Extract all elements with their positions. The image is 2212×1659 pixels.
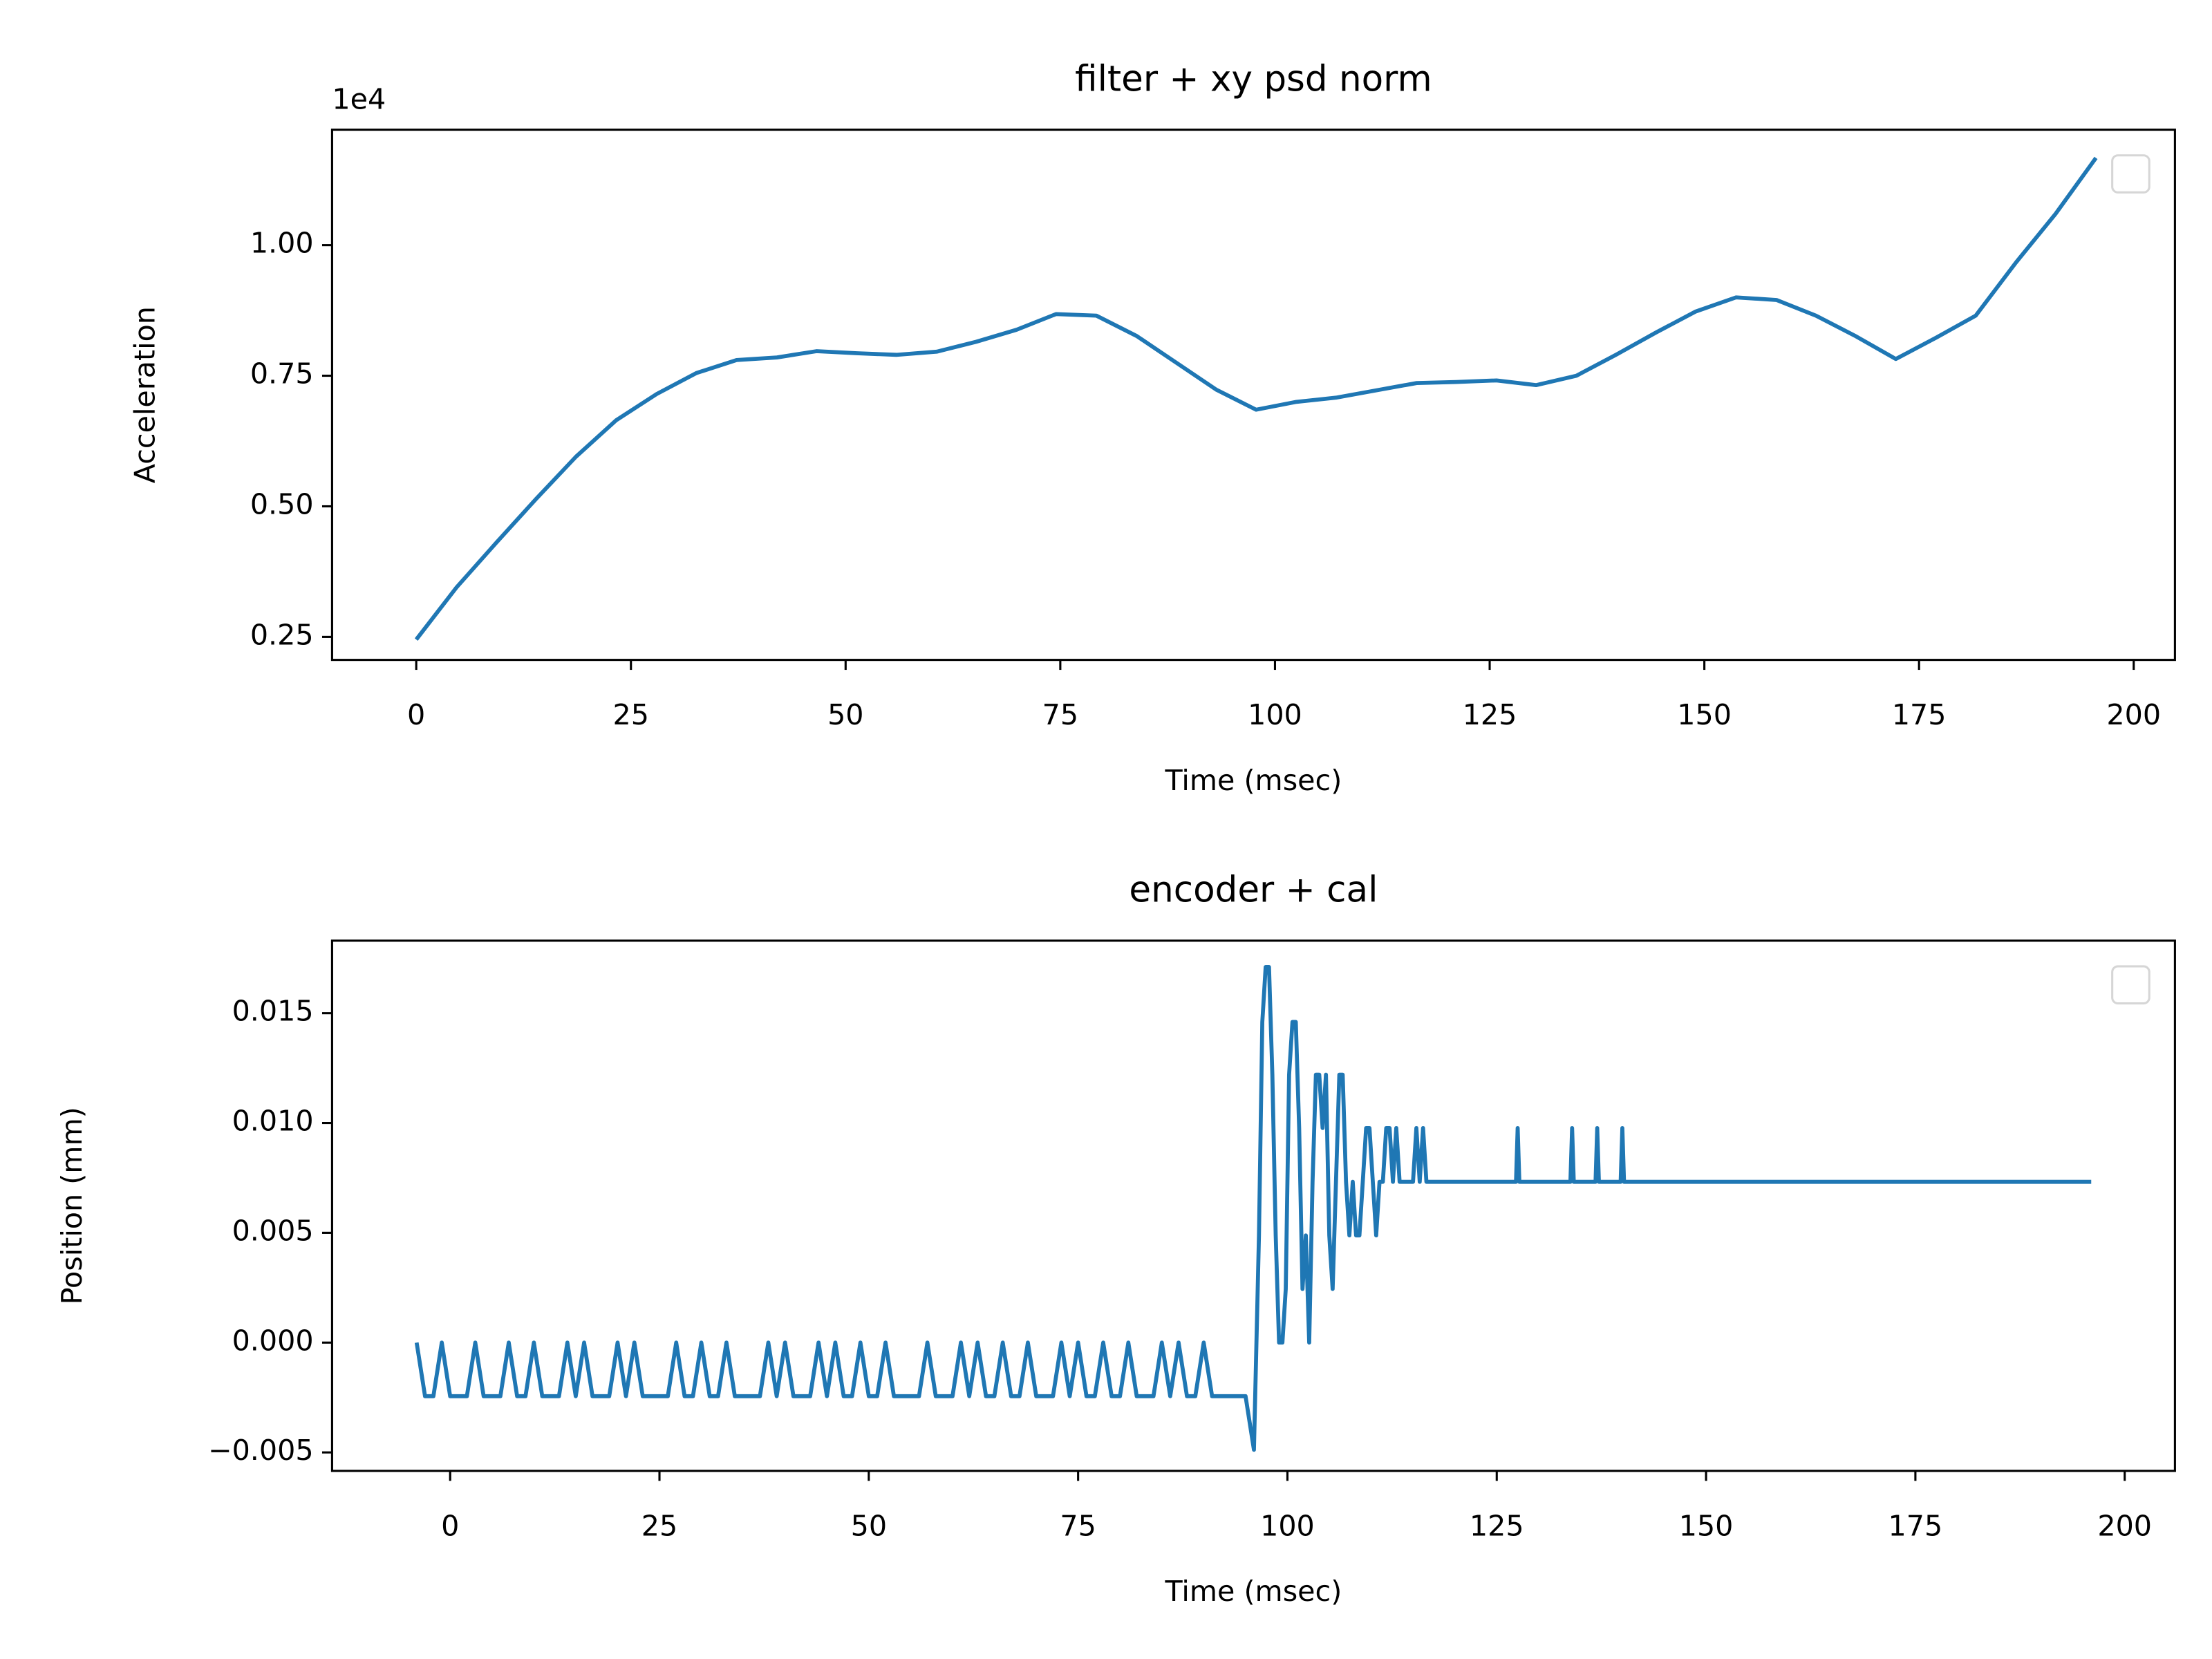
y-axis-label: Position (mm) [55,1107,88,1304]
axes-frame [330,129,2176,662]
x-tick-label: 150 [1677,698,1732,731]
x-tick-label: 25 [613,698,649,731]
x-tick-label: 75 [1060,1509,1096,1542]
x-tick-label: 50 [827,698,863,731]
axes-frame [330,939,2176,1472]
x-tick-label: 100 [1260,1509,1315,1542]
x-axis-label: Time (msec) [1165,1575,1342,1608]
chart-title: filter + xy psd norm [1075,59,1432,100]
legend-box [2111,965,2150,1005]
x-axis-label: Time (msec) [1165,764,1342,797]
y-tick-label: 0.010 [232,1105,314,1138]
x-tick-label: 125 [1470,1509,1524,1542]
x-tick-label: 100 [1248,698,1302,731]
x-tick-label: 125 [1463,698,1517,731]
data-line [414,156,2098,641]
y-axis-label: Acceleration [128,306,161,483]
x-tick-label: 150 [1679,1509,1734,1542]
x-tick-label: 175 [1892,698,1947,731]
y-tick-label: 0.50 [250,487,314,521]
y-offset-label: 1e4 [332,82,386,115]
x-tick-label: 200 [2097,1509,2152,1542]
y-tick-label: 0.005 [232,1214,314,1247]
y-tick-label: 1.00 [250,227,314,260]
x-tick-label: 25 [641,1509,677,1542]
x-tick-label: 50 [851,1509,887,1542]
chart-title: encoder + cal [1129,870,1378,911]
x-tick-label: 0 [407,698,425,731]
y-tick-label: 0.000 [232,1324,314,1357]
x-tick-label: 75 [1042,698,1078,731]
x-tick-label: 0 [441,1509,459,1542]
data-line [414,965,2092,1452]
x-tick-label: 175 [1888,1509,1943,1542]
y-tick-label: −0.005 [208,1434,314,1467]
y-tick-label: 0.75 [250,357,314,391]
legend-box [2111,154,2150,194]
y-tick-label: 0.015 [232,995,314,1028]
y-tick-label: 0.25 [250,618,314,651]
x-tick-label: 200 [2106,698,2161,731]
